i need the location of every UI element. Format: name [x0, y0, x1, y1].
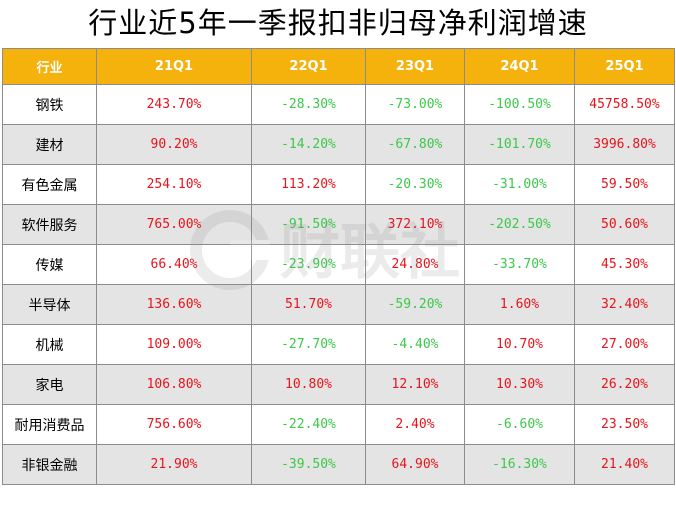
industry-cell: 钢铁	[2, 84, 97, 125]
value-cell: -4.40%	[365, 324, 465, 365]
header-row: 行业 21Q1 22Q1 23Q1 24Q1 25Q1	[2, 48, 675, 85]
value-cell: -59.20%	[365, 284, 465, 325]
table-row: 软件服务 765.00% -91.50% 372.10% -202.50% 50.60%	[2, 204, 675, 245]
table-row: 建材 90.20% -14.20% -67.80% -101.70% 3996.80%	[2, 124, 675, 165]
header-industry: 行业	[2, 48, 97, 85]
value-cell: 24.80%	[365, 244, 465, 285]
value-cell: 10.80%	[251, 364, 366, 405]
value-cell: 113.20%	[251, 164, 366, 205]
industry-cell: 非银金融	[2, 444, 97, 485]
value-cell: 765.00%	[96, 204, 252, 245]
value-cell: 23.50%	[574, 404, 675, 445]
value-cell: 1.60%	[464, 284, 575, 325]
header-24q1: 24Q1	[464, 48, 575, 85]
value-cell: 372.10%	[365, 204, 465, 245]
growth-table: 行业 21Q1 22Q1 23Q1 24Q1 25Q1 钢铁 243.70% -28…	[2, 48, 675, 485]
value-cell: 106.80%	[96, 364, 252, 405]
value-cell: 45758.50%	[574, 84, 675, 125]
value-cell: 51.70%	[251, 284, 366, 325]
industry-cell: 建材	[2, 124, 97, 165]
value-cell: 64.90%	[365, 444, 465, 485]
table-row: 传媒 66.40% -23.90% 24.80% -33.70% 45.30%	[2, 244, 675, 285]
value-cell: 12.10%	[365, 364, 465, 405]
value-cell: -31.00%	[464, 164, 575, 205]
value-cell: -202.50%	[464, 204, 575, 245]
value-cell: 59.50%	[574, 164, 675, 205]
table-row: 非银金融 21.90% -39.50% 64.90% -16.30% 21.40%	[2, 444, 675, 485]
header-21q1: 21Q1	[96, 48, 252, 85]
value-cell: -22.40%	[251, 404, 366, 445]
header-25q1: 25Q1	[574, 48, 675, 85]
table-row: 有色金属 254.10% 113.20% -20.30% -31.00% 59.50%	[2, 164, 675, 205]
table-row: 家电 106.80% 10.80% 12.10% 10.30% 26.20%	[2, 364, 675, 405]
value-cell: -27.70%	[251, 324, 366, 365]
industry-cell: 半导体	[2, 284, 97, 325]
value-cell: 136.60%	[96, 284, 252, 325]
value-cell: -91.50%	[251, 204, 366, 245]
industry-cell: 软件服务	[2, 204, 97, 245]
value-cell: 66.40%	[96, 244, 252, 285]
industry-cell: 家电	[2, 364, 97, 405]
value-cell: 50.60%	[574, 204, 675, 245]
value-cell: -33.70%	[464, 244, 575, 285]
value-cell: -20.30%	[365, 164, 465, 205]
value-cell: -39.50%	[251, 444, 366, 485]
industry-cell: 机械	[2, 324, 97, 365]
value-cell: -6.60%	[464, 404, 575, 445]
value-cell: -28.30%	[251, 84, 366, 125]
value-cell: 3996.80%	[574, 124, 675, 165]
value-cell: 10.30%	[464, 364, 575, 405]
value-cell: 45.30%	[574, 244, 675, 285]
value-cell: 27.00%	[574, 324, 675, 365]
industry-cell: 传媒	[2, 244, 97, 285]
value-cell: 243.70%	[96, 84, 252, 125]
value-cell: 21.40%	[574, 444, 675, 485]
table-row: 耐用消费品 756.60% -22.40% 2.40% -6.60% 23.50%	[2, 404, 675, 445]
value-cell: 90.20%	[96, 124, 252, 165]
value-cell: -14.20%	[251, 124, 366, 165]
value-cell: 21.90%	[96, 444, 252, 485]
value-cell: 756.60%	[96, 404, 252, 445]
page-title: 行业近5年一季报扣非归母净利润增速	[88, 6, 588, 40]
value-cell: -67.80%	[365, 124, 465, 165]
value-cell: 2.40%	[365, 404, 465, 445]
table-row: 机械 109.00% -27.70% -4.40% 10.70% 27.00%	[2, 324, 675, 365]
value-cell: -101.70%	[464, 124, 575, 165]
table-row: 半导体 136.60% 51.70% -59.20% 1.60% 32.40%	[2, 284, 675, 325]
table-body: 钢铁 243.70% -28.30% -73.00% -100.50% 45758.50%…	[2, 84, 675, 485]
header-22q1: 22Q1	[251, 48, 366, 85]
header-23q1: 23Q1	[365, 48, 465, 85]
table-row: 钢铁 243.70% -28.30% -73.00% -100.50% 45758.50%	[2, 84, 675, 125]
value-cell: 10.70%	[464, 324, 575, 365]
industry-cell: 耐用消费品	[2, 404, 97, 445]
value-cell: -16.30%	[464, 444, 575, 485]
value-cell: 32.40%	[574, 284, 675, 325]
value-cell: 26.20%	[574, 364, 675, 405]
value-cell: 254.10%	[96, 164, 252, 205]
value-cell: -23.90%	[251, 244, 366, 285]
value-cell: 109.00%	[96, 324, 252, 365]
value-cell: -100.50%	[464, 84, 575, 125]
industry-cell: 有色金属	[2, 164, 97, 205]
value-cell: -73.00%	[365, 84, 465, 125]
